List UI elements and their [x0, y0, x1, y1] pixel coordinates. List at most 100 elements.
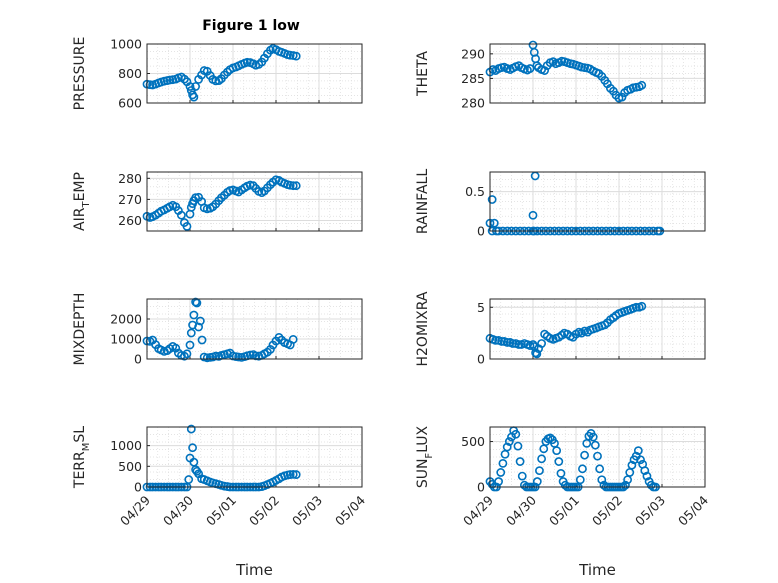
data-point: [291, 181, 301, 191]
y-tick-label: 285: [461, 71, 485, 86]
y-tick-label: 280: [461, 96, 485, 111]
data-point: [513, 441, 523, 451]
data-point: [514, 340, 524, 349]
x-axis-label: Time: [235, 561, 273, 579]
data-point: [288, 181, 298, 191]
y-tick-label: 0: [477, 352, 485, 367]
data-point: [189, 310, 199, 320]
axes-box: [489, 171, 706, 232]
data-point: [188, 443, 197, 453]
y-axis-label: MIXDEPTH: [72, 293, 88, 366]
y-tick-label: 600: [118, 96, 142, 111]
data-point: [186, 328, 196, 338]
subplot-theta: 290 285 280 THETA: [415, 40, 706, 111]
data-point: [491, 335, 500, 345]
data-point: [511, 429, 521, 439]
subplot-grid: 1000 800 600 PRESSURE 290 285 280 THETA 280 270 26…: [72, 37, 711, 580]
data-point: [545, 433, 555, 443]
data-point: [552, 446, 562, 456]
data-point: [197, 335, 207, 345]
x-tick-label: 04/30: [503, 492, 539, 528]
y-axis-label: PRESSURE: [72, 37, 88, 111]
data-point: [487, 195, 497, 204]
data-point: [588, 432, 598, 442]
x-tick-label: 05/03: [632, 493, 668, 529]
x-tick-label: 05/01: [546, 493, 582, 529]
y-axis-label: AIRTEMP: [72, 172, 92, 231]
data-point: [631, 302, 641, 312]
y-tick-label: 1000: [110, 37, 142, 52]
plot-area: [490, 172, 705, 231]
x-tick-label: 04/29: [117, 492, 153, 528]
data-point: [502, 338, 512, 347]
y-axis-label: RAINFALL: [415, 169, 431, 234]
data-point: [191, 82, 200, 91]
data-point: [595, 464, 605, 474]
data-point: [646, 480, 656, 490]
y-tick-label: 0: [134, 352, 142, 367]
data-point: [176, 210, 186, 220]
y-tick-label: 800: [118, 66, 142, 81]
data-point: [496, 468, 506, 477]
y-tick-label: 0: [134, 480, 142, 495]
axes-box: [146, 171, 363, 232]
y-tick-label: 1000: [110, 438, 142, 453]
y-axis-label: H2OMIXRA: [415, 291, 431, 366]
data-point: [180, 74, 189, 84]
axes-box: [146, 426, 363, 488]
x-tick-label: 05/04: [332, 492, 368, 528]
data-point: [242, 57, 252, 67]
data-point: [554, 457, 564, 466]
data-point: [274, 332, 284, 342]
y-tick-label: 270: [118, 192, 142, 207]
y-tick-label: 1000: [110, 332, 142, 347]
data-point: [191, 297, 200, 307]
data-point: [597, 475, 607, 485]
data-point: [540, 66, 550, 75]
x-tick-label: 05/02: [589, 493, 625, 529]
data-point: [171, 343, 181, 353]
data-point: [291, 470, 301, 479]
y-axis-label: THETA: [415, 51, 431, 97]
data-point: [185, 82, 195, 91]
x-tick-label: 05/03: [289, 493, 325, 529]
y-tick-label: 500: [461, 434, 485, 449]
data-point: [182, 221, 192, 231]
figure-title: Figure 1 low: [202, 18, 300, 34]
data-point: [502, 442, 512, 452]
data-point: [494, 477, 503, 486]
data-point: [288, 469, 298, 479]
x-tick-label: 05/01: [203, 493, 239, 529]
data-point: [195, 316, 205, 326]
data-point: [640, 466, 650, 476]
data-point: [621, 480, 630, 490]
data-point: [285, 50, 295, 60]
data-point: [617, 92, 627, 102]
plot-area: [490, 44, 705, 103]
data-point: [633, 446, 643, 456]
data-point: [532, 477, 542, 486]
data-point: [517, 471, 527, 481]
data-point: [593, 451, 602, 461]
data-point: [223, 67, 232, 77]
y-tick-label: 280: [118, 171, 142, 186]
subplot-rainfall: 0.5 0 RAINFALL: [415, 169, 706, 239]
data-point: [285, 470, 295, 479]
data-point: [515, 457, 525, 466]
data-point: [504, 437, 514, 446]
y-tick-label: 500: [118, 459, 142, 474]
axes-box: [489, 426, 706, 488]
data-point: [291, 51, 301, 61]
y-tick-label: 0: [477, 480, 485, 495]
y-tick-label: 290: [461, 46, 485, 61]
y-tick-label: 0.5: [465, 184, 485, 199]
data-point: [186, 424, 196, 434]
data-point: [556, 468, 566, 478]
data-point: [189, 92, 199, 102]
data-point: [537, 339, 546, 348]
x-tick-label: 05/02: [246, 493, 282, 529]
axes-box: [489, 298, 706, 360]
data-point: [637, 301, 647, 311]
y-tick-label: 0: [477, 224, 485, 239]
data-point: [184, 475, 194, 484]
